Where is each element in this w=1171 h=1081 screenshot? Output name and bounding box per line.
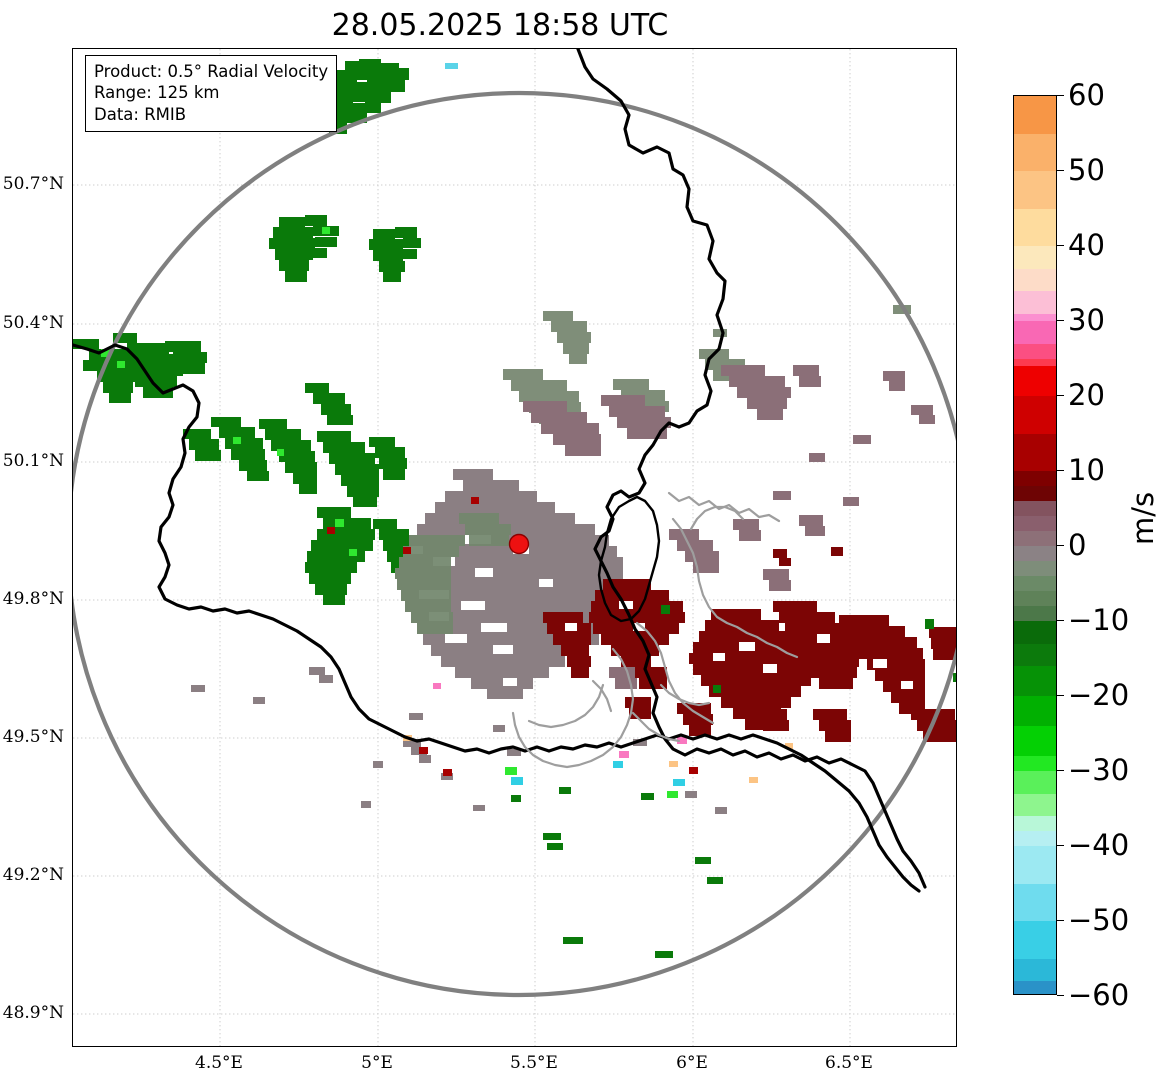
colorbar-band--40 [1014,846,1056,884]
colorbar-band-27 [1014,343,1056,359]
colorbar-band--58 [1014,981,1056,994]
colorbar-band-2 [1014,531,1056,546]
info-data-line: Data: RMIB [94,104,187,124]
xtick-3: 6°E [676,1053,708,1073]
colorbar-band-40 [1014,246,1056,269]
colorbar-tick-label-0: 0 [1068,528,1087,562]
colorbar-tick-mark-30 [1057,320,1064,321]
colorbar-band-31 [1014,313,1056,321]
colorbar-tick-mark-60 [1057,95,1064,96]
colorbar-band-8 [1014,486,1056,501]
ytick-2: 50.1°N [2,451,64,471]
xtick-0: 4.5°E [195,1053,243,1073]
colorbar-band-25 [1014,358,1056,366]
colorbar-band--16 [1014,666,1056,696]
colorbar-band-4 [1014,516,1056,531]
colorbar-tick-label--30: −30 [1068,753,1130,787]
colorbar-band--38 [1014,831,1056,846]
colorbar-tick-label--50: −50 [1068,903,1130,937]
colorbar-band--4 [1014,576,1056,591]
colorbar-band-10 [1014,471,1056,486]
colorbar-tick-mark--40 [1057,845,1064,846]
colorbar-tick-mark--10 [1057,620,1064,621]
colorbar-tick-mark-0 [1057,545,1064,546]
range-circle [73,91,956,997]
map-plot-area[interactable] [72,48,957,1047]
colorbar-band--45 [1014,883,1056,921]
colorbar-band--33 [1014,793,1056,816]
colorbar-band-34 [1014,291,1056,314]
ytick-4: 49.5°N [2,727,64,747]
colorbar-band-15 [1014,433,1056,471]
colorbar-tick-label--40: −40 [1068,828,1130,862]
colorbar-unit-label: m/s [1126,491,1160,545]
colorbar-tick-label-30: 30 [1068,303,1105,337]
colorbar-tick-label-10: 10 [1068,453,1105,487]
colorbar-tick-label--20: −20 [1068,678,1130,712]
page-title: 28.05.2025 18:58 UTC [331,8,669,43]
xtick-4: 6.5°E [825,1053,873,1073]
colorbar-band--8 [1014,606,1056,621]
xtick-2: 5.5°E [510,1053,558,1073]
colorbar-tick-label-40: 40 [1068,228,1105,262]
colorbar-band--36 [1014,816,1056,831]
colorbar-band--13 [1014,643,1056,666]
colorbar-band-20 [1014,396,1056,434]
xtick-1: 5°E [361,1053,393,1073]
colorbar-band--24 [1014,726,1056,756]
colorbar-band-0 [1014,546,1056,561]
colorbar-band--50 [1014,921,1056,959]
radar-site-marker [508,533,530,555]
colorbar-tick-label-20: 20 [1068,378,1105,412]
longitude-tick-labels: 4.5°E 5°E 5.5°E 6°E 6.5°E [72,1053,957,1079]
colorbar-band--10 [1014,621,1056,644]
velocity-colorbar[interactable] [1013,95,1057,995]
info-product-line: Product: 0.5° Radial Velocity [94,62,329,81]
ytick-1: 50.4°N [2,313,64,333]
colorbar-band-6 [1014,501,1056,516]
colorbar-tick-mark--30 [1057,770,1064,771]
colorbar-tick-labels: 60 50 40 30 20 10 0 −10 −20 −30 −40 −50 −60 [1057,78,1167,1012]
colorbar-tick-label--60: −60 [1068,978,1130,1012]
ytick-6: 48.9°N [2,1003,64,1023]
ytick-5: 49.2°N [2,865,64,885]
colorbar-band-45 [1014,208,1056,246]
colorbar-band-55 [1014,133,1056,171]
colorbar-band-37 [1014,268,1056,291]
colorbar-band--55 [1014,958,1056,981]
colorbar-band-50 [1014,171,1056,209]
country-borders [73,49,927,893]
radar-map-svg [73,49,956,1046]
colorbar-tick-label-50: 50 [1068,153,1105,187]
colorbar-tick-mark--20 [1057,695,1064,696]
colorbar-band--20 [1014,696,1056,726]
colorbar-tick-mark--50 [1057,920,1064,921]
colorbar-tick-mark-40 [1057,245,1064,246]
colorbar-band--2 [1014,561,1056,576]
info-range-line: Range: 125 km [94,83,220,103]
river-lines [511,491,799,769]
colorbar-band--30 [1014,771,1056,794]
colorbar-band--6 [1014,591,1056,606]
colorbar-tick-mark-20 [1057,395,1064,396]
colorbar-band-30 [1014,321,1056,344]
ytick-3: 49.8°N [2,589,64,609]
ytick-0: 50.7°N [2,174,64,194]
colorbar-tick-mark-10 [1057,470,1064,471]
colorbar-tick-label--10: −10 [1068,603,1130,637]
colorbar-band-24 [1014,366,1056,396]
product-info-box: Product: 0.5° Radial Velocity Range: 125… [85,55,338,133]
colorbar-tick-mark-50 [1057,170,1064,171]
latitude-tick-labels: 50.7°N 50.4°N 50.1°N 49.8°N 49.5°N 49.2°… [0,48,64,1047]
colorbar-tick-label-60: 60 [1068,78,1105,112]
colorbar-band-60 [1014,96,1056,134]
radar-echo-field [73,59,956,958]
colorbar-band--28 [1014,756,1056,771]
colorbar-tick-mark--60 [1057,995,1064,996]
